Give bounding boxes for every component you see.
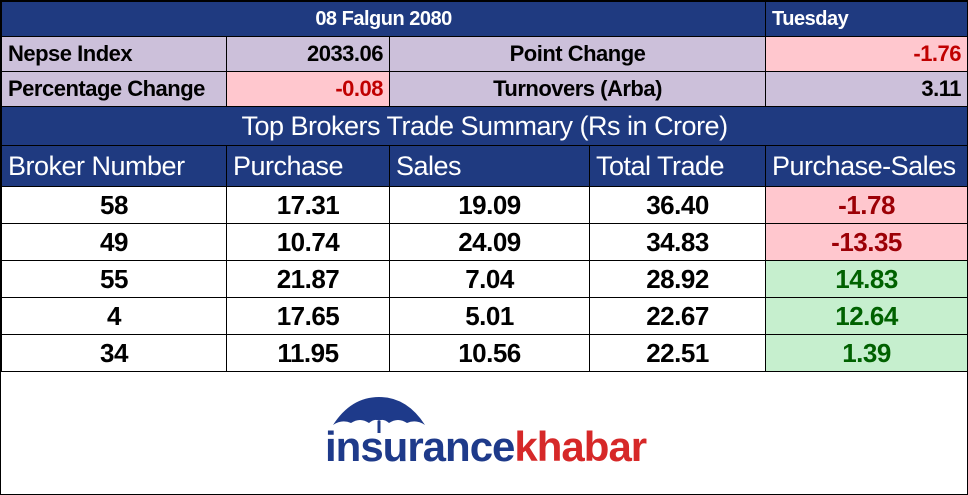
- data-row: 4 17.65 5.01 22.67 12.64: [1, 297, 968, 335]
- column-header: Total Trade: [588, 145, 767, 187]
- data-row: 49 10.74 24.09 34.83 -13.35: [1, 223, 968, 261]
- column-header: Broker Number: [1, 145, 227, 187]
- date: 08 Falgun 2080: [0, 1, 767, 37]
- cell: 11.95: [226, 334, 390, 372]
- logo: insurancekhabar: [321, 393, 661, 488]
- day: Tuesday: [765, 1, 968, 37]
- column-header: Purchase-Sales: [765, 145, 968, 187]
- cell: 17.65: [226, 297, 390, 335]
- cell: 4: [1, 297, 227, 335]
- cell: 7.04: [389, 260, 590, 298]
- umbrella-icon: [333, 397, 425, 433]
- cell: 12.64: [765, 297, 968, 335]
- cell: 19.09: [389, 186, 590, 224]
- cell: 21.87: [226, 260, 390, 298]
- cell: 28.92: [588, 260, 767, 298]
- data-row: 58 17.31 19.09 36.40 -1.78: [1, 186, 968, 224]
- column-header: Purchase: [226, 145, 390, 187]
- cell: 10.56: [389, 334, 590, 372]
- cell: 24.09: [389, 223, 590, 261]
- label: Turnovers (Arba): [388, 71, 767, 107]
- logo-text: insurancekhabar: [325, 423, 647, 471]
- cell: -1.78: [765, 186, 968, 224]
- cell: 55: [1, 260, 227, 298]
- cell: -13.35: [765, 223, 968, 261]
- label: Percentage Change: [1, 71, 227, 107]
- cell: 22.67: [588, 297, 767, 335]
- cell: 5.01: [389, 297, 590, 335]
- cell: 34: [1, 334, 227, 372]
- cell: 58: [1, 186, 227, 224]
- data-row: 34 11.95 10.56 22.51 1.39: [1, 334, 968, 372]
- table-body: 58 17.31 19.09 36.40 -1.78 49 10.74 24.09 34.83-…: [1, 186, 968, 372]
- column-header-row: Broker Number Purchase Sales Total Trade Pur…: [1, 145, 968, 187]
- cell: 36.40: [588, 186, 767, 224]
- summary-row: Percentage Change -0.08 Turnovers (Arba)…: [1, 71, 968, 107]
- cell: 34.83: [588, 223, 767, 261]
- report-table: 08 Falgun 2080 Tuesday Nepse Index 2033.…: [0, 1, 968, 372]
- header-row: 08 Falgun 2080 Tuesday: [0, 1, 968, 37]
- summary-row: Nepse Index 2033.06 Point Change -1.76: [1, 36, 968, 72]
- cell: 17.31: [226, 186, 390, 224]
- logo-part2: khabar: [514, 423, 647, 470]
- logo-part1: insurance: [325, 423, 515, 470]
- value: 3.11: [765, 71, 968, 107]
- cell: 10.74: [226, 223, 390, 261]
- value: -0.08: [226, 71, 390, 107]
- label: Point Change: [388, 36, 767, 72]
- data-row: 55 21.87 7.04 28.92 14.83: [1, 260, 968, 298]
- cell: 49: [1, 223, 227, 261]
- label: Nepse Index: [1, 36, 227, 72]
- title-row: Top Brokers Trade Summary (Rs in Crore): [0, 106, 968, 146]
- cell: 22.51: [588, 334, 767, 372]
- value: -1.76: [765, 36, 968, 72]
- table-title: Top Brokers Trade Summary (Rs in Crore): [0, 106, 968, 146]
- column-header: Sales: [389, 145, 590, 187]
- value: 2033.06: [226, 36, 390, 72]
- cell: 1.39: [765, 334, 968, 372]
- cell: 14.83: [765, 260, 968, 298]
